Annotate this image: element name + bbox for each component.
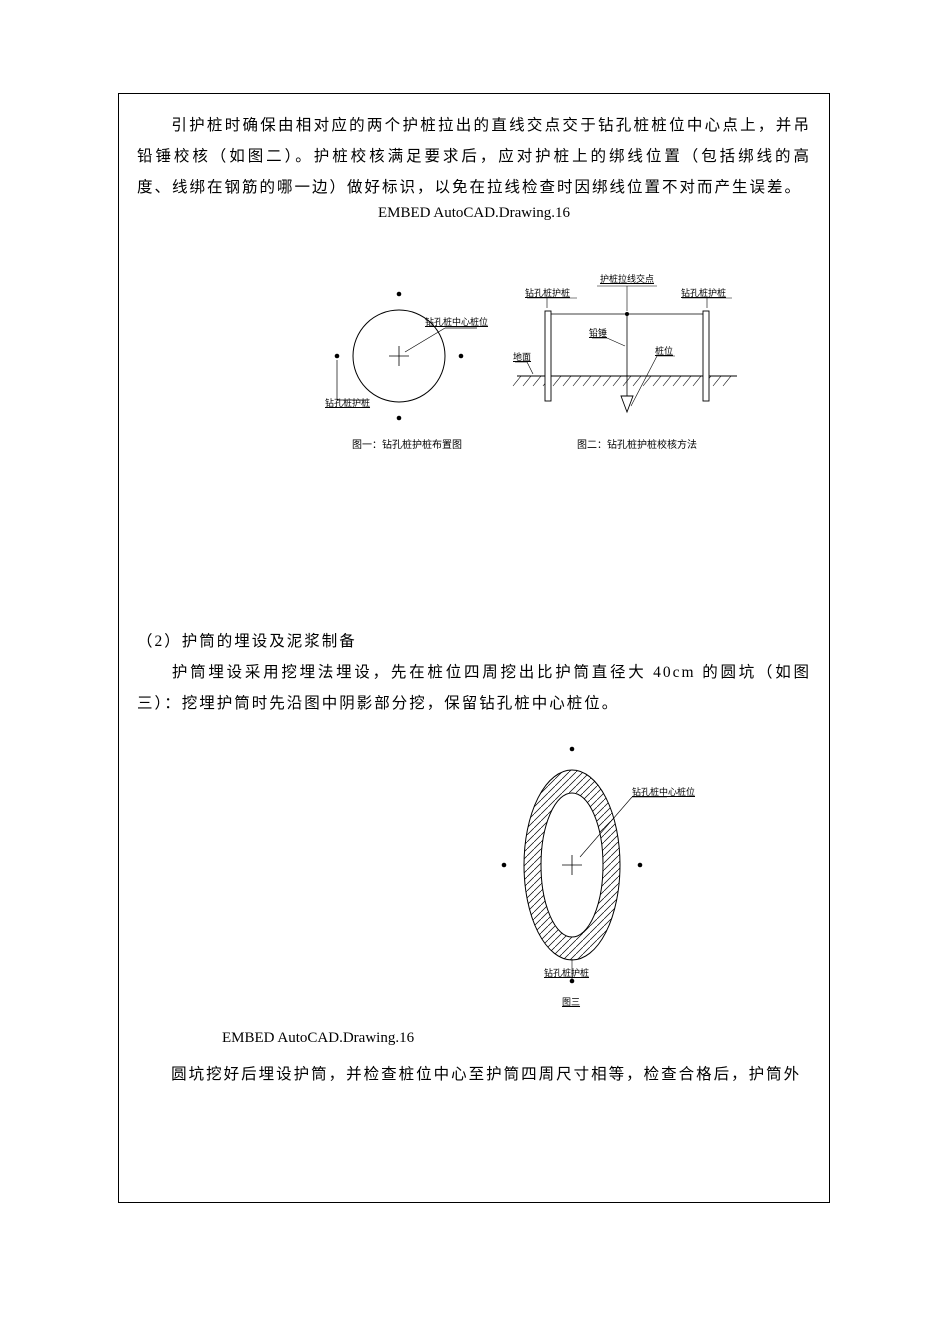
paragraph-3-text: 圆坑挖好后埋设护筒，并检查桩位中心至护筒四周尺寸相等，检查合格后，护筒外: [171, 1066, 801, 1083]
figure-1: 钻孔桩中心桩位 钻孔桩护桩 图一：钻孔桩护桩布置图: [327, 278, 487, 448]
fig3-label-center: 钻孔桩中心桩位: [632, 785, 695, 798]
fig2-label-plumb: 铅锤: [589, 326, 607, 339]
fig2-label-right: 钻孔桩护桩: [681, 286, 726, 299]
embed-label-2: EMBED AutoCAD.Drawing.16: [222, 1030, 414, 1047]
fig3-label-protect: 钻孔桩护桩: [544, 966, 589, 979]
fig2-label-left: 钻孔桩护桩: [525, 286, 570, 299]
paragraph-1-text: 引护桩时确保由相对应的两个护桩拉出的直线交点交于钻孔桩桩位中心点上，并吊铅锤校核…: [137, 117, 811, 196]
fig1-caption: 图一：钻孔桩护桩布置图: [327, 436, 487, 451]
fig1-label-protect: 钻孔桩护桩: [325, 396, 370, 409]
fig2-label-top: 护桩拉线交点: [600, 272, 654, 285]
fig3-caption: 图三: [562, 995, 580, 1008]
fig2-label-pile: 桩位: [655, 344, 673, 357]
section-2-heading: （2）护筒的埋设及泥浆制备: [137, 626, 811, 657]
figure-row-2: 钻孔桩中心桩位 钻孔桩护桩 图三 EMBED AutoCAD.Drawing.1…: [137, 737, 811, 1047]
figure-1-svg: [327, 278, 487, 448]
fig2-caption: 图二：钻孔桩护桩校核方法: [557, 436, 717, 451]
figure-row-1: 钻孔桩中心桩位 钻孔桩护桩 图一：钻孔桩护桩布置图: [137, 256, 811, 486]
paragraph-2: 护筒埋设采用挖埋法埋设，先在桩位四周挖出比护筒直径大 40cm 的圆坑（如图三）…: [137, 657, 811, 719]
page-frame: 引护桩时确保由相对应的两个护桩拉出的直线交点交于钻孔桩桩位中心点上，并吊铅锤校核…: [118, 93, 830, 1203]
figure-3: 钻孔桩中心桩位 钻孔桩护桩 图三: [492, 737, 682, 1017]
paragraph-1: 引护桩时确保由相对应的两个护桩拉出的直线交点交于钻孔桩桩位中心点上，并吊铅锤校核…: [137, 110, 811, 203]
embed-label-1: EMBED AutoCAD.Drawing.16: [137, 205, 811, 222]
section-2-heading-text: （2）护筒的埋设及泥浆制备: [137, 633, 357, 650]
fig1-label-center: 钻孔桩中心桩位: [425, 315, 488, 328]
paragraph-2-text: 护筒埋设采用挖埋法埋设，先在桩位四周挖出比护筒直径大 40cm 的圆坑（如图三）…: [137, 664, 811, 712]
figure-2: 护桩拉线交点 钻孔桩护桩 钻孔桩护桩 铅锤 桩位 地面 图二：钻孔桩护桩校核方法: [497, 256, 757, 456]
fig2-label-ground: 地面: [513, 350, 531, 363]
paragraph-3: 圆坑挖好后埋设护筒，并检查桩位中心至护筒四周尺寸相等，检查合格后，护筒外: [137, 1059, 811, 1090]
